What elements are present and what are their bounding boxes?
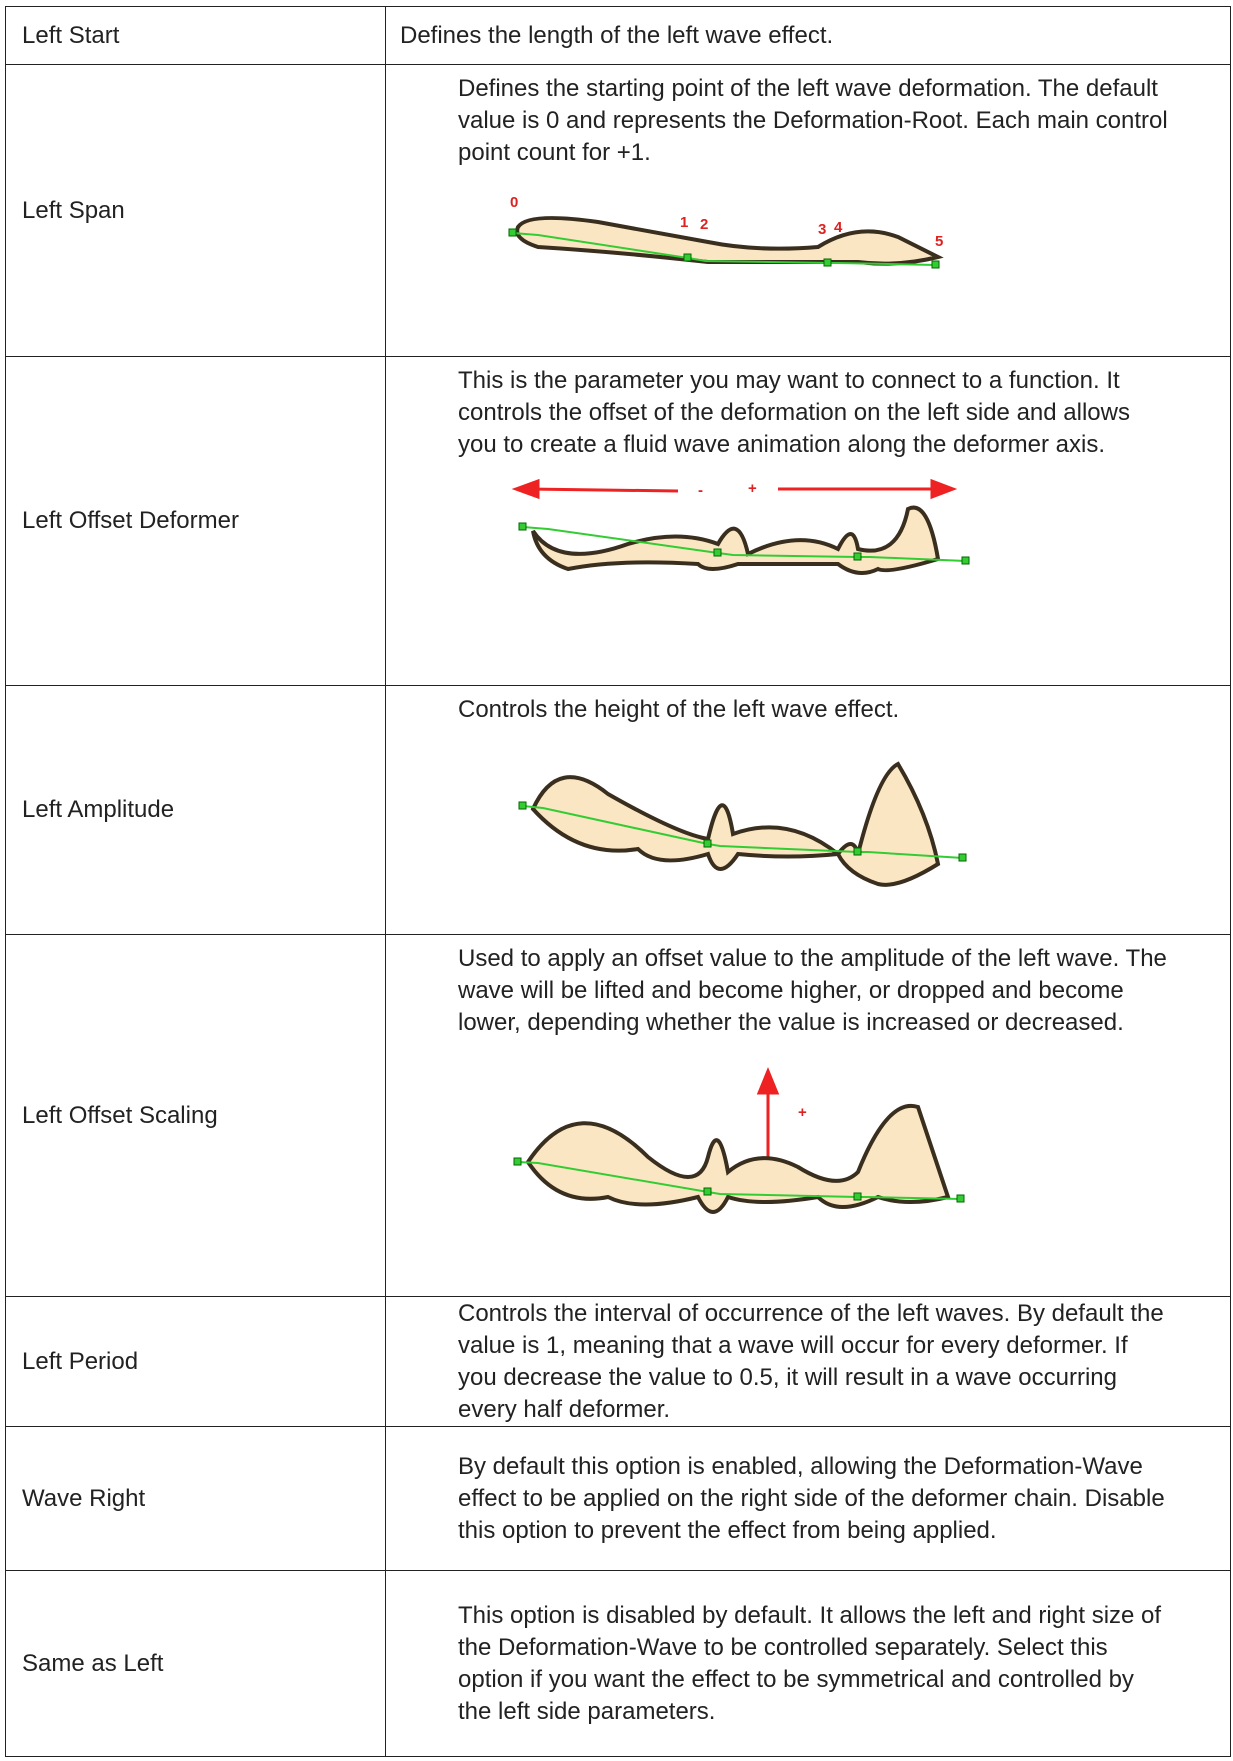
description: This option is disabled by default. It a…	[385, 1570, 1231, 1757]
figure-label: 5	[935, 233, 943, 250]
description: Controls the height of the left wave eff…	[458, 696, 900, 723]
parameter: Left Offset Scaling	[5, 934, 386, 1297]
figure	[518, 761, 967, 887]
figure-label: 2	[700, 216, 708, 233]
parameter: Left Offset Deformer	[5, 356, 386, 686]
figure-label: -	[698, 482, 703, 499]
parameter: Same as Left	[5, 1570, 386, 1757]
figure: - +	[511, 478, 970, 575]
figure-label: +	[748, 480, 757, 497]
parameter-table: Left Start Defines the length of the left…	[5, 6, 1231, 1757]
parameter: Left Period	[5, 1296, 386, 1427]
parameter: Wave Right	[5, 1426, 386, 1571]
figure-label: 1	[680, 214, 688, 231]
description: Controls the interval of occurrence of t…	[385, 1296, 1231, 1427]
description: Defines the starting point of the left w…	[458, 75, 1168, 166]
description: By default this option is enabled, allow…	[385, 1426, 1231, 1571]
parameter: Left Span	[5, 64, 386, 357]
figure-label: 0	[510, 194, 518, 211]
parameter: Left Amplitude	[5, 685, 386, 935]
description: This is the parameter you may want to co…	[458, 367, 1130, 458]
figure-label: 3	[818, 221, 826, 238]
figure-label: +	[798, 1104, 807, 1121]
figure: +	[513, 1067, 965, 1214]
parameter: Left Start	[5, 6, 386, 65]
figure: 0 1 2 3 4 5	[508, 194, 944, 269]
description: Used to apply an offset value to the amp…	[458, 945, 1167, 1036]
figure-label: 4	[834, 219, 843, 236]
description: Defines the length of the left wave effe…	[385, 6, 1231, 65]
